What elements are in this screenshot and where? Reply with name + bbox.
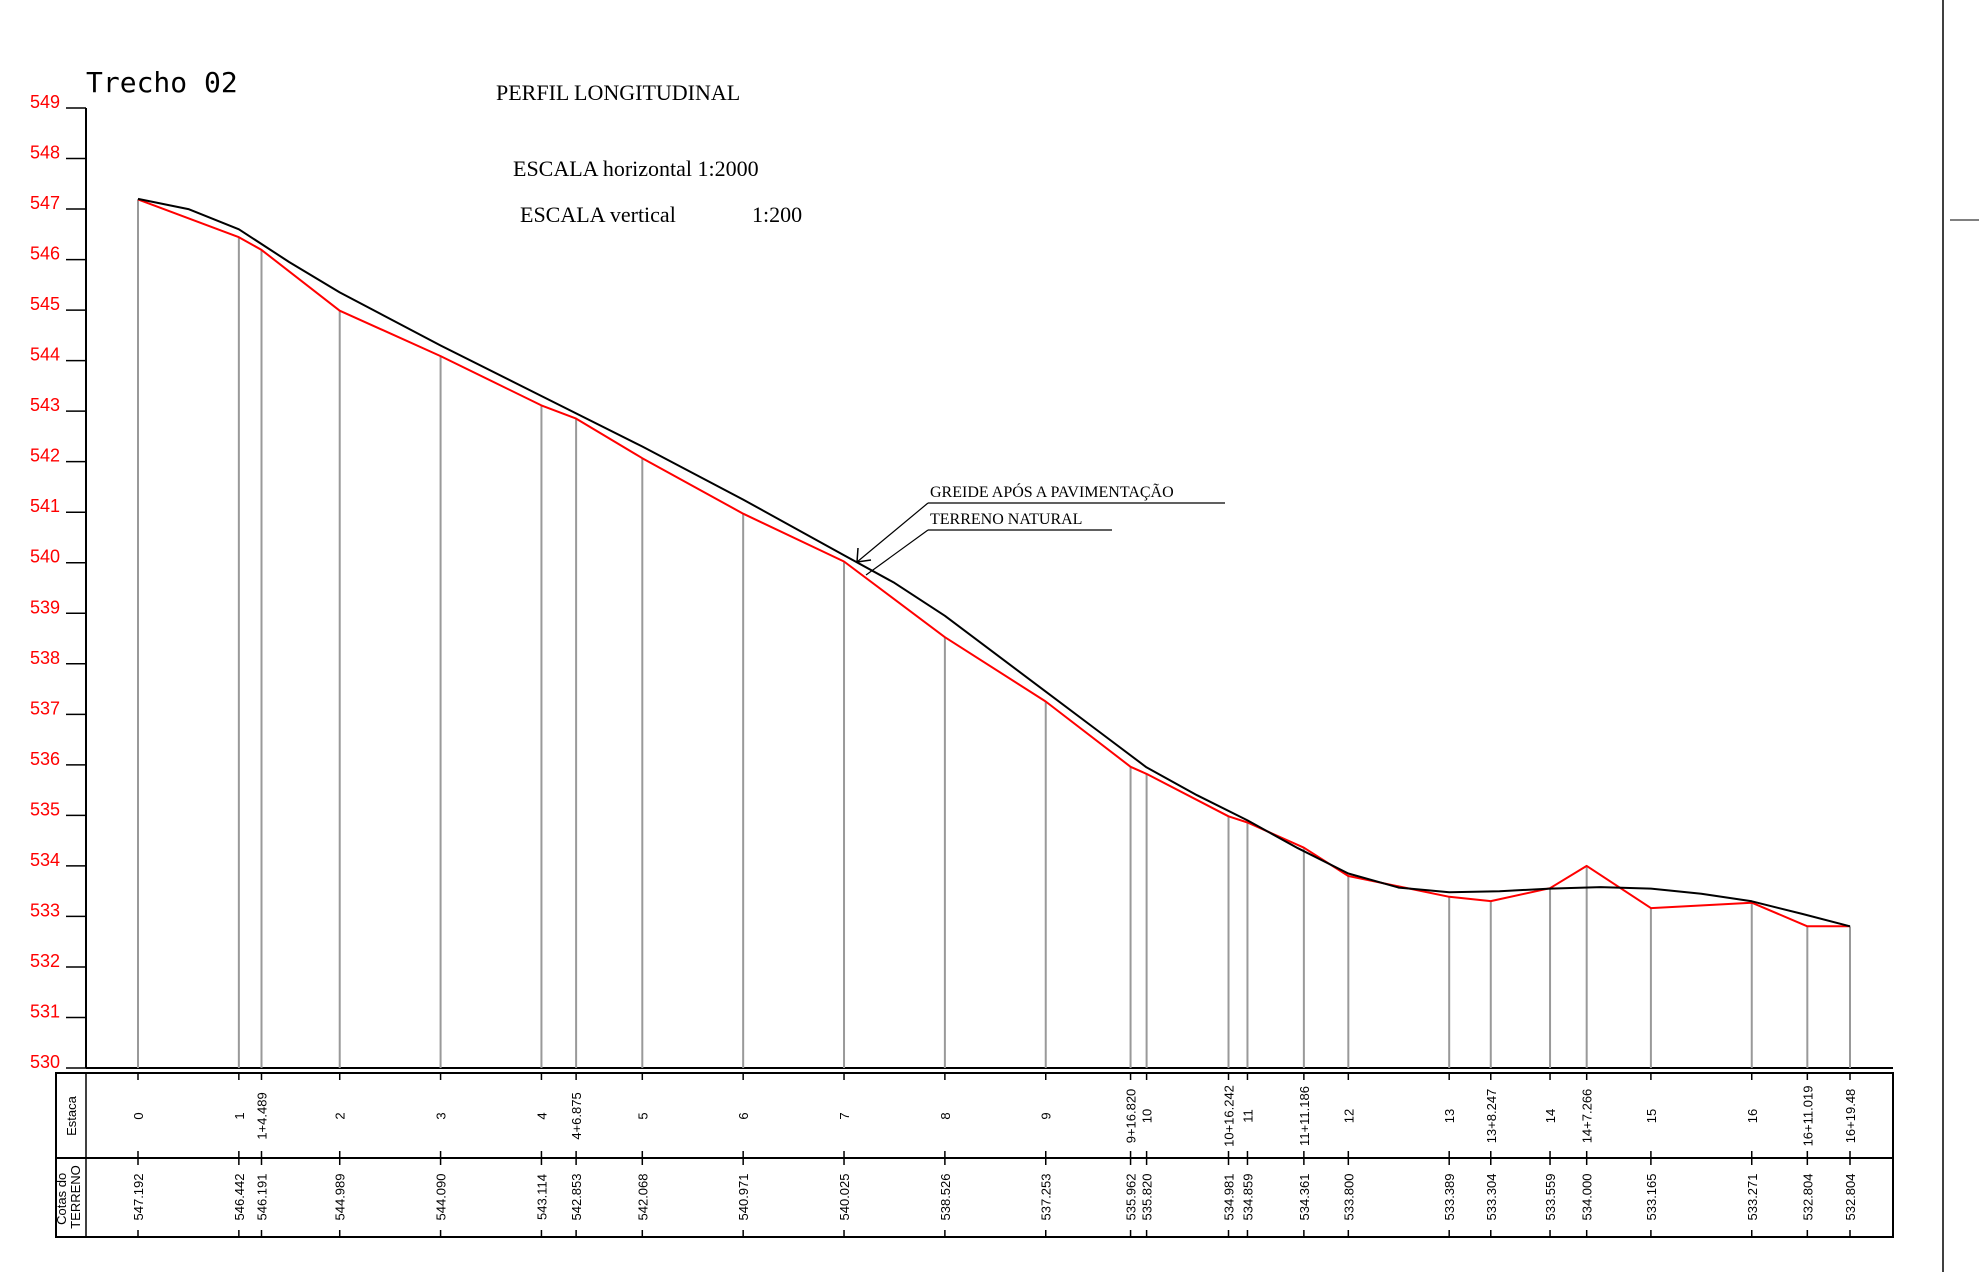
y-tick-label: 542 [30, 446, 60, 466]
y-tick-label: 530 [30, 1052, 60, 1072]
estaca-label: 14 [1543, 1109, 1558, 1123]
cota-label: 534.859 [1240, 1174, 1255, 1221]
cota-label: 546.191 [254, 1174, 269, 1221]
estaca-label: 9+16.820 [1124, 1089, 1139, 1144]
y-tick-label: 546 [30, 244, 60, 264]
estaca-label: 1+4.489 [254, 1092, 269, 1139]
estaca-label: 13 [1442, 1109, 1457, 1123]
scale-horizontal: ESCALA horizontal 1:2000 [513, 156, 759, 181]
estaca-label: 14+7.266 [1580, 1089, 1595, 1144]
estaca-label: 11 [1240, 1109, 1255, 1123]
estaca-label: 8 [938, 1112, 953, 1119]
scale-vertical-value: 1:200 [752, 202, 802, 227]
estaca-label: 16+19.48 [1843, 1089, 1858, 1144]
cota-label: 535.962 [1124, 1174, 1139, 1221]
cota-label: 534.000 [1580, 1174, 1595, 1221]
estaca-label: 2 [333, 1112, 348, 1119]
cota-label: 546.442 [232, 1174, 247, 1221]
estaca-label: 12 [1341, 1109, 1356, 1123]
cota-label: 533.271 [1745, 1174, 1760, 1221]
estaca-label: 1 [232, 1112, 247, 1119]
chart-title: PERFIL LONGITUDINAL [496, 80, 740, 105]
table-row-cotas-line2: TERRENO [68, 1165, 83, 1229]
y-tick-label: 541 [30, 496, 60, 516]
y-tick-label: 544 [30, 345, 60, 365]
cota-label: 538.526 [938, 1174, 953, 1221]
cota-label: 547.192 [131, 1174, 146, 1221]
estaca-label: 6 [736, 1112, 751, 1119]
cota-label: 540.025 [837, 1174, 852, 1221]
legend-greide-arrow [856, 547, 872, 563]
scale-vertical-label: ESCALA vertical [520, 202, 676, 227]
cota-label: 533.304 [1484, 1174, 1499, 1221]
y-tick-label: 534 [30, 850, 60, 870]
cota-label: 544.090 [434, 1174, 449, 1221]
y-tick-label: 532 [30, 951, 60, 971]
table-row-cotas-line1: Cotas do [54, 1173, 69, 1225]
cota-label: 532.804 [1843, 1174, 1858, 1221]
cota-label: 540.971 [736, 1174, 751, 1221]
estaca-label: 10+16.242 [1222, 1085, 1237, 1147]
y-tick-label: 533 [30, 900, 60, 920]
cota-label: 533.559 [1543, 1174, 1558, 1221]
greide-line [137, 197, 1851, 928]
cota-label: 533.800 [1341, 1174, 1356, 1221]
estaca-label: 3 [434, 1112, 449, 1119]
estaca-label: 10 [1140, 1109, 1155, 1123]
cota-label: 543.114 [534, 1174, 549, 1220]
y-tick-label: 549 [30, 92, 60, 112]
y-tick-label: 539 [30, 597, 60, 617]
cota-label: 533.165 [1644, 1174, 1659, 1221]
cota-label: 537.253 [1039, 1174, 1054, 1221]
y-tick-label: 545 [30, 294, 60, 314]
legend-terreno-label: TERRENO NATURAL [930, 511, 1082, 528]
estaca-label: 4+6.875 [569, 1092, 584, 1139]
station-table [55, 1072, 1894, 1238]
cota-label: 532.804 [1800, 1174, 1815, 1221]
estaca-label: 5 [635, 1112, 650, 1119]
legend: GREIDE APÓS A PAVIMENTAÇÃO TERRENO NATUR… [856, 482, 1225, 576]
legend-greide-label: GREIDE APÓS A PAVIMENTAÇÃO [930, 482, 1174, 501]
estaca-label: 4 [534, 1112, 549, 1119]
estaca-label: 16 [1745, 1109, 1760, 1123]
cota-label: 542.853 [569, 1174, 584, 1221]
estaca-label: 13+8.247 [1484, 1089, 1499, 1144]
trecho-label: Trecho 02 [86, 66, 238, 99]
y-tick-label: 548 [30, 143, 60, 163]
cota-label: 542.068 [635, 1174, 650, 1221]
estaca-label: 7 [837, 1112, 852, 1119]
y-tick-label: 547 [30, 193, 60, 213]
y-tick-label: 536 [30, 749, 60, 769]
y-tick-label: 538 [30, 648, 60, 668]
cota-label: 534.361 [1297, 1174, 1312, 1221]
cota-label: 534.981 [1222, 1174, 1237, 1221]
table-row-estaca-label: Estaca [64, 1095, 79, 1136]
estaca-label: 0 [131, 1112, 146, 1119]
cota-label: 533.389 [1442, 1174, 1457, 1221]
estaca-label: 11+11.186 [1297, 1086, 1312, 1146]
legend-greide-leader [856, 502, 929, 563]
legend-terreno-leader [865, 529, 929, 576]
y-tick-label: 537 [30, 698, 60, 718]
y-tick-label: 543 [30, 395, 60, 415]
terreno-natural-line [137, 198, 1850, 928]
y-tick-label: 531 [30, 1001, 60, 1021]
cota-label: 544.989 [333, 1174, 348, 1221]
estaca-label: 9 [1039, 1112, 1054, 1119]
estaca-label: 16+11.019 [1800, 1086, 1815, 1147]
cota-label: 535.820 [1140, 1174, 1155, 1221]
y-tick-label: 540 [30, 547, 60, 567]
estaca-label: 15 [1644, 1109, 1659, 1123]
y-tick-label: 535 [30, 799, 60, 819]
table-row-cotas-label: Cotas do TERRENO [54, 1165, 83, 1229]
